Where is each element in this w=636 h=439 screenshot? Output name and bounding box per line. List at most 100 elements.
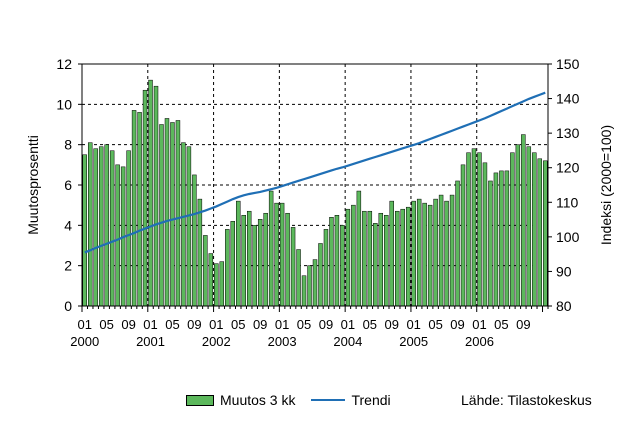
bar — [290, 227, 296, 307]
x-month-label: 01 — [209, 317, 223, 332]
bar — [236, 200, 241, 307]
left-tick-label: 0 — [64, 298, 72, 314]
bar — [438, 194, 444, 307]
bar — [334, 215, 340, 307]
bar — [466, 152, 471, 307]
legend: Muutos 3 kk Trendi — [186, 392, 391, 408]
x-month-label: 01 — [472, 317, 486, 332]
bar — [197, 198, 203, 307]
right-tick-label: 140 — [556, 91, 580, 107]
trend-series — [84, 91, 546, 254]
x-month-label: 05 — [494, 317, 508, 332]
x-month-label: 05 — [297, 317, 311, 332]
bar — [515, 144, 521, 307]
left-tick-label: 12 — [56, 56, 72, 72]
bar — [367, 210, 373, 307]
bar — [301, 275, 307, 307]
bar — [384, 215, 389, 307]
bar — [510, 152, 515, 307]
bar — [137, 112, 142, 307]
x-month-label: 09 — [516, 317, 530, 332]
right-tick-label: 90 — [556, 263, 572, 279]
left-tick-label: 2 — [64, 258, 72, 274]
bar — [504, 170, 510, 307]
bar — [170, 122, 175, 307]
bar — [493, 172, 499, 307]
legend-line-swatch — [311, 399, 346, 401]
bar — [214, 263, 219, 307]
x-month-label: 01 — [275, 317, 289, 332]
legend-line-label: Trendi — [351, 392, 391, 408]
bar — [345, 208, 351, 307]
right-tick-label: 150 — [556, 56, 580, 72]
bar — [488, 180, 493, 307]
x-month-label: 05 — [165, 317, 179, 332]
bar — [87, 142, 93, 307]
left-tick-label: 8 — [64, 137, 72, 153]
bar — [230, 221, 235, 307]
bar — [279, 202, 285, 307]
left-axis-label: Muutosprosentti — [25, 135, 41, 235]
x-year-label: 2003 — [268, 334, 297, 349]
bar — [422, 202, 427, 307]
bar — [153, 85, 159, 307]
left-axis-ticks: 0 2 4 6 8 10 12 — [56, 56, 82, 314]
x-year-label: 2004 — [333, 334, 362, 349]
bar — [263, 212, 268, 307]
bar — [460, 164, 466, 307]
bar — [537, 158, 543, 307]
bar — [252, 225, 257, 307]
x-month-label: 09 — [187, 317, 201, 332]
x-month-label: 09 — [253, 317, 267, 332]
bar — [329, 217, 334, 307]
bar — [148, 79, 153, 307]
bar — [499, 170, 504, 307]
bar — [362, 210, 367, 307]
grid — [82, 64, 548, 306]
bar — [427, 204, 433, 307]
bar — [241, 215, 246, 307]
bar — [389, 200, 394, 307]
x-year-label: 2002 — [202, 334, 231, 349]
x-month-label: 09 — [319, 317, 333, 332]
source-note: Lähde: Tilastokeskus — [461, 392, 592, 408]
x-month-label: 01 — [143, 317, 157, 332]
bar — [411, 200, 416, 307]
bar — [98, 146, 104, 307]
bar — [175, 120, 181, 307]
bar — [378, 212, 384, 307]
right-tick-label: 100 — [556, 229, 580, 245]
bar — [126, 150, 131, 307]
bar — [455, 180, 460, 307]
bar — [444, 200, 449, 307]
bar — [405, 206, 411, 307]
bar — [93, 148, 98, 307]
x-month-label: 09 — [121, 317, 135, 332]
x-year-label: 2000 — [70, 334, 99, 349]
bar — [164, 118, 170, 307]
bar — [323, 229, 329, 307]
x-month-label: 05 — [231, 317, 245, 332]
bar — [351, 204, 356, 307]
x-month-label: 01 — [341, 317, 355, 332]
right-axis-ticks: 80 90 100 110 120 130 140 150 — [548, 56, 580, 314]
bar — [203, 235, 208, 307]
bar — [131, 110, 137, 307]
bar — [373, 223, 378, 307]
bar — [274, 202, 279, 307]
bar — [433, 198, 438, 307]
trend-line — [84, 91, 546, 254]
bar — [312, 259, 318, 307]
bar — [285, 212, 290, 307]
bar — [307, 265, 312, 307]
legend-bar-label: Muutos 3 kk — [220, 392, 296, 408]
right-tick-label: 130 — [556, 125, 580, 141]
right-tick-label: 120 — [556, 160, 580, 176]
x-axis-ticks: 01 05 09 01 05 09 01 05 09 01 05 09 01 05 09 01 05 09 01 05… — [70, 306, 549, 349]
x-month-label: 01 — [406, 317, 420, 332]
bar — [532, 152, 537, 307]
bar — [449, 194, 455, 307]
x-year-label: 2006 — [465, 334, 494, 349]
bar — [115, 164, 120, 307]
